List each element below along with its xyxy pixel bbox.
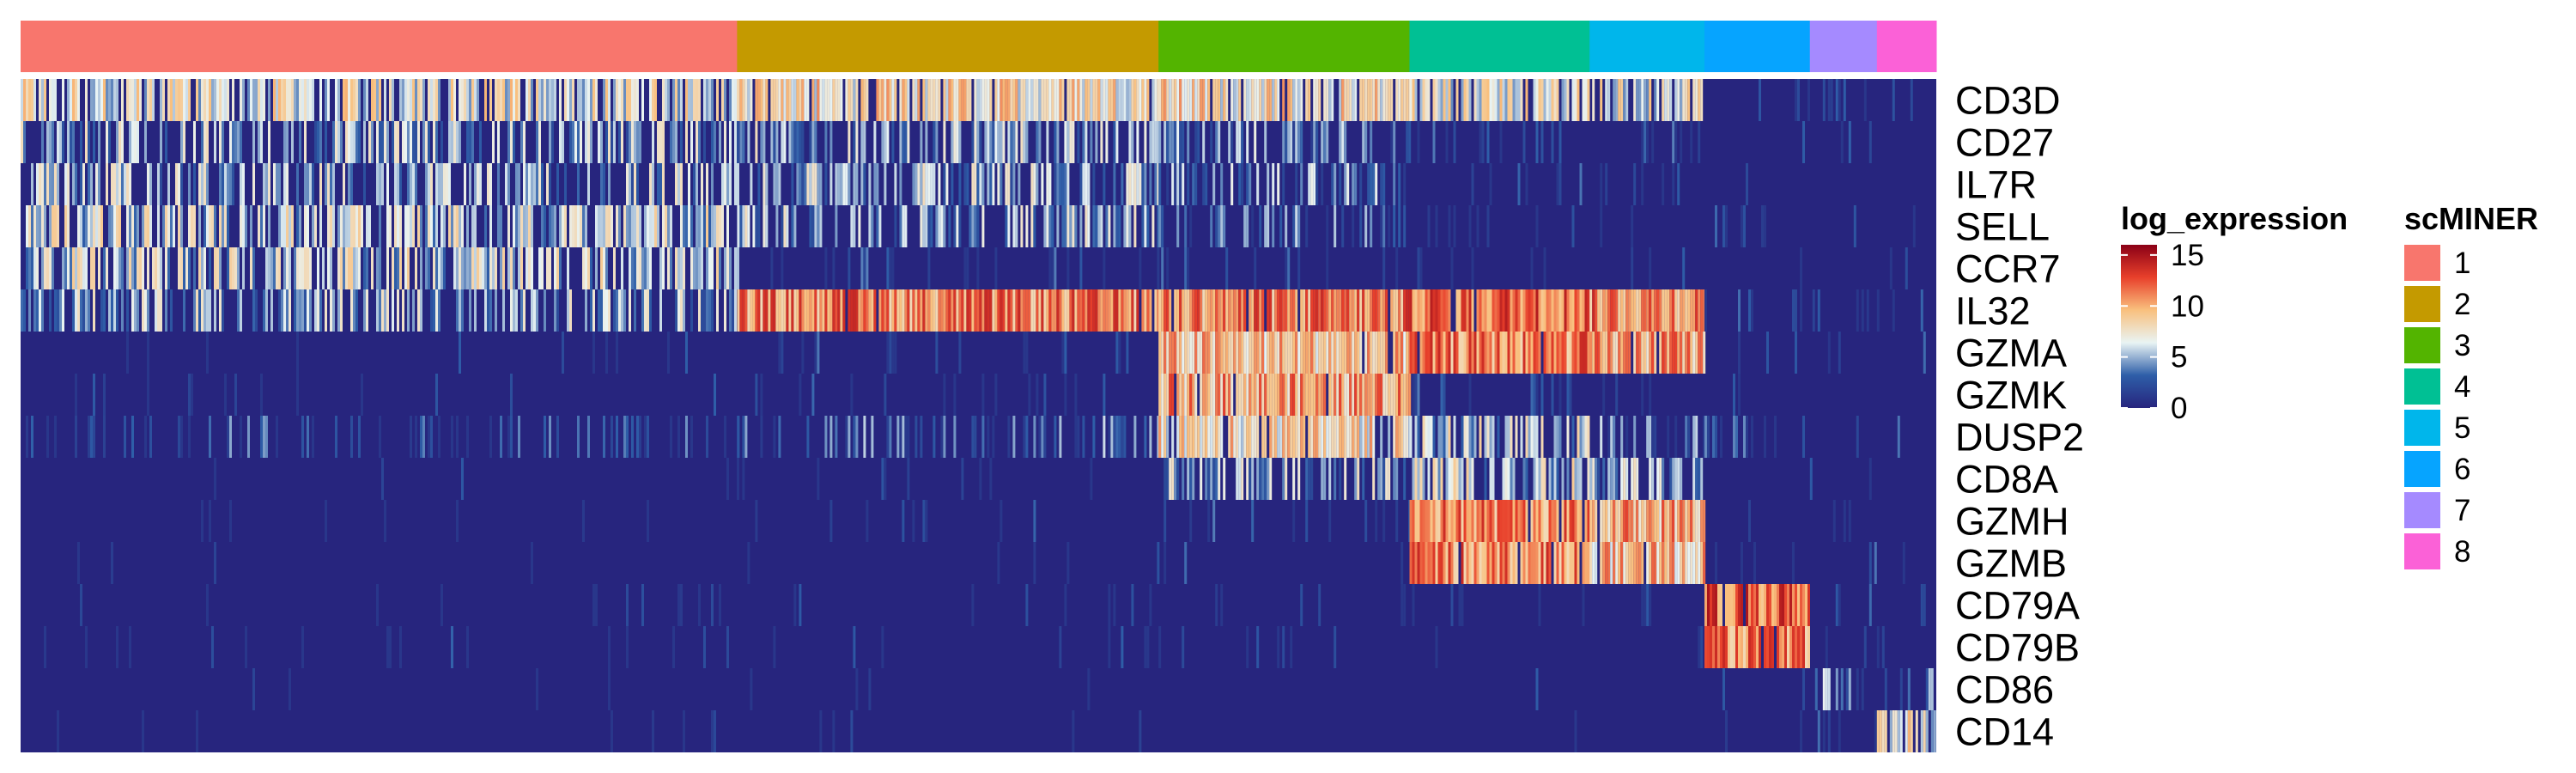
- expression-legend-tick: 5: [2171, 341, 2187, 374]
- heatmap-row-CD79B: [44, 626, 1885, 668]
- heatmap-row-CD27: [21, 121, 1872, 163]
- expression-legend-tick: 10: [2171, 289, 2204, 323]
- gene-label-CD27: CD27: [1955, 121, 2054, 165]
- cluster-legend-label-1: 1: [2454, 247, 2470, 280]
- cluster-legend-label-8: 8: [2454, 535, 2470, 569]
- cluster-bar-4: [1409, 21, 1590, 72]
- cluster-bar-3: [1158, 21, 1410, 72]
- expression-legend: log_expression 0 5 10 15: [2121, 201, 2348, 425]
- heatmap-row-GZMB: [77, 542, 1905, 584]
- cluster-bar-7: [1809, 21, 1878, 72]
- cluster-legend-label-2: 2: [2454, 288, 2470, 321]
- heatmap-row-SELL: [26, 205, 1916, 247]
- cluster-legend-label-3: 3: [2454, 329, 2470, 362]
- heatmap-row-CCR7: [26, 247, 1908, 289]
- expression-colorbar: [2121, 245, 2157, 408]
- cluster-bar-6: [1704, 21, 1811, 72]
- cluster-legend-swatch-1: [2404, 245, 2440, 281]
- gene-label-SELL: SELL: [1955, 205, 2050, 249]
- gene-label-CD14: CD14: [1955, 710, 2054, 754]
- cluster-annotation-bar: [21, 21, 1937, 72]
- cluster-legend-label-4: 4: [2454, 370, 2470, 404]
- cluster-legend-label-6: 6: [2454, 453, 2470, 486]
- gene-labels: CD3DCD27IL7RSELLCCR7IL32GZMAGZMKDUSP2CD8…: [1955, 79, 2084, 754]
- heatmap-row-GZMH: [201, 500, 1851, 542]
- gene-label-GZMA: GZMA: [1955, 332, 2067, 375]
- heatmap-row-GZMK: [75, 374, 1741, 416]
- expression-legend-tick: 15: [2171, 239, 2204, 272]
- heatmap-row-CD86: [252, 668, 1934, 710]
- cluster-bar-1: [21, 21, 738, 72]
- cluster-bar-2: [737, 21, 1159, 72]
- gene-label-GZMK: GZMK: [1955, 374, 2067, 417]
- gene-label-CD3D: CD3D: [1955, 79, 2061, 123]
- gene-label-CCR7: CCR7: [1955, 247, 2061, 291]
- gene-label-CD79A: CD79A: [1955, 584, 2080, 628]
- gene-label-CD79B: CD79B: [1955, 626, 2080, 670]
- gene-label-IL7R: IL7R: [1955, 163, 2037, 207]
- cluster-legend-title: scMINER: [2404, 201, 2538, 236]
- heatmap-row-IL32: [21, 289, 1923, 332]
- gene-label-IL32: IL32: [1955, 289, 2031, 333]
- heatmap-row-CD79A: [80, 584, 1926, 626]
- gene-label-CD86: CD86: [1955, 668, 2054, 712]
- cluster-legend-label-7: 7: [2454, 494, 2470, 527]
- cluster-legend-swatch-5: [2404, 410, 2440, 446]
- heatmap-row-CD8A: [214, 458, 1872, 500]
- heatmap-row-CD3D: [21, 79, 1913, 121]
- gene-label-GZMH: GZMH: [1955, 500, 2069, 544]
- cluster-bar-8: [1876, 21, 1937, 72]
- gene-label-CD8A: CD8A: [1955, 458, 2058, 502]
- cluster-legend-swatch-7: [2404, 492, 2440, 528]
- gene-label-GZMB: GZMB: [1955, 542, 2067, 586]
- cluster-legend-swatch-2: [2404, 286, 2440, 322]
- heatmap-row-CD14: [57, 710, 1936, 752]
- cluster-legend-swatch-3: [2404, 327, 2440, 363]
- heatmap-row-DUSP2: [26, 416, 1900, 458]
- expression-legend-title: log_expression: [2121, 201, 2348, 236]
- heatmap-body: [21, 79, 1936, 752]
- expression-legend-tick: 0: [2171, 392, 2187, 425]
- cluster-legend-swatch-8: [2404, 533, 2440, 569]
- heatmap-row-IL7R: [31, 163, 1748, 205]
- heatmap-row-GZMA: [126, 332, 1926, 374]
- cluster-legend-label-5: 5: [2454, 411, 2470, 445]
- cluster-legend-swatch-6: [2404, 451, 2440, 487]
- cluster-legend-swatch-4: [2404, 368, 2440, 405]
- cluster-legend: scMINER 1 2 3 4 5 6 7 8: [2404, 201, 2538, 569]
- gene-label-DUSP2: DUSP2: [1955, 416, 2084, 460]
- cluster-bar-5: [1589, 21, 1705, 72]
